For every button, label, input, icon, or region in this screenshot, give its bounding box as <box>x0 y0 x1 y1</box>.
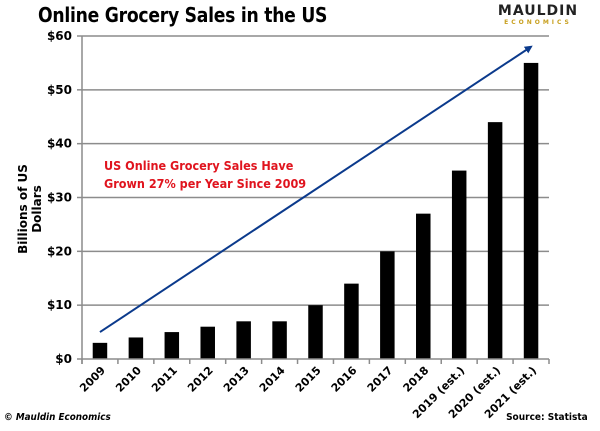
x-tick-label: 2009 <box>77 364 108 395</box>
y-tick-label: $10 <box>47 298 72 312</box>
bar <box>92 342 108 359</box>
bar <box>272 321 287 359</box>
y-tick-label: $40 <box>47 137 72 151</box>
mauldin-logo: MAULDIN ECONOMICS <box>488 4 588 27</box>
x-tick-label: 2014 <box>257 364 288 395</box>
bar <box>200 326 215 359</box>
x-tick-label: 2012 <box>185 364 216 395</box>
copyright-text: © Mauldin Economics <box>4 412 111 423</box>
x-tick-label: 2017 <box>365 364 396 395</box>
bar <box>416 213 431 359</box>
logo-bottom-text: ECONOMICS <box>504 19 572 26</box>
axes <box>81 36 549 364</box>
x-tick-label: 2010 <box>113 364 144 395</box>
x-tick-label: 2018 <box>401 364 432 395</box>
bar <box>380 251 395 359</box>
x-axis-ticks: 2009 2010 2011 2012 2013 2014 2015 2016 2017 2018… <box>77 359 550 421</box>
bar <box>487 122 503 359</box>
y-tick-label: $60 <box>47 29 72 43</box>
x-tick-label: 2013 <box>221 364 252 395</box>
bars <box>92 62 539 360</box>
logo-top-text: MAULDIN <box>497 3 579 19</box>
bar <box>128 337 144 359</box>
bar <box>344 283 359 359</box>
annotation-line-2: Grown 27% per Year Since 2009 <box>104 176 307 191</box>
annotation-line-1: US Online Grocery Sales Have <box>104 158 294 173</box>
y-tick-label: $50 <box>47 83 72 97</box>
growth-annotation: US Online Grocery Sales Have Grown 27% p… <box>104 157 306 193</box>
y-tick-label: $30 <box>47 191 72 205</box>
y-axis-ticks: $0 $10 $20 $30 $40 $50 $60 <box>47 29 82 366</box>
source-text: Source: Statista <box>506 412 588 423</box>
bar <box>451 170 467 359</box>
trend-arrow <box>99 45 533 333</box>
x-tick-label: 2015 <box>293 364 324 395</box>
bar <box>308 305 323 359</box>
y-tick-label: $0 <box>55 352 72 366</box>
bar <box>236 321 251 359</box>
y-axis-label: Billions of US Dollars <box>16 164 44 254</box>
y-tick-label: $20 <box>47 244 72 258</box>
bar <box>164 332 180 359</box>
x-tick-label: 2016 <box>329 364 360 395</box>
x-tick-label: 2011 <box>149 364 180 395</box>
chart-title: Online Grocery Sales in the US <box>38 3 328 27</box>
bar <box>523 62 539 360</box>
